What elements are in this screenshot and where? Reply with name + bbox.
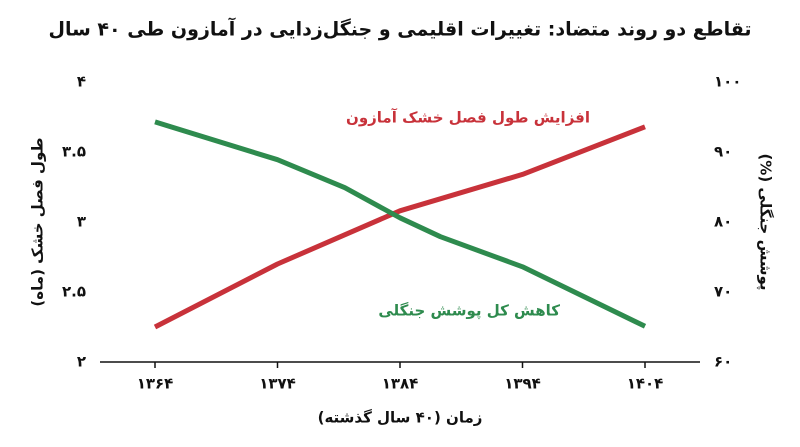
- y2-tick-label: ۶۰: [714, 353, 732, 371]
- x-tick-label: ۱۳۷۴: [259, 375, 296, 393]
- y-tick-label: ۳: [77, 213, 86, 231]
- y2-tick-label: ۱۰۰: [714, 73, 741, 91]
- y-tick-label: ۲: [77, 353, 86, 371]
- line: [154, 119, 647, 329]
- y-tick-label: ۲.۵: [62, 283, 86, 301]
- y2-tick-label: ۸۰: [714, 213, 732, 231]
- legend-label: افزایش طول فصل خشک آمازون: [346, 109, 590, 127]
- y2-axis-title: پوشش جنگلی (%): [756, 153, 775, 290]
- x-tick-label: ۱۳۸۴: [382, 375, 419, 393]
- y-tick-label: ۴: [77, 73, 86, 91]
- y2-tick-label: ۷۰: [714, 283, 732, 301]
- line: [153, 124, 646, 330]
- chart-title: تقاطع دو روند متضاد: تغییرات اقلیمی و جن…: [48, 17, 751, 41]
- y2-tick-label: ۹۰: [714, 143, 732, 161]
- x-tick-label: ۱۳۶۴: [137, 375, 174, 393]
- x-tick-label: ۱۳۹۴: [504, 375, 541, 393]
- x-tick-label: ۱۴۰۴: [627, 375, 664, 393]
- y-axis-title: طول فصل خشک (ماه): [29, 137, 47, 306]
- legend-label: کاهش کل پوشش جنگلی: [378, 302, 560, 321]
- x-axis-title: زمان (۴۰ سال گذشته): [318, 409, 483, 427]
- y-tick-label: ۳.۵: [62, 143, 86, 161]
